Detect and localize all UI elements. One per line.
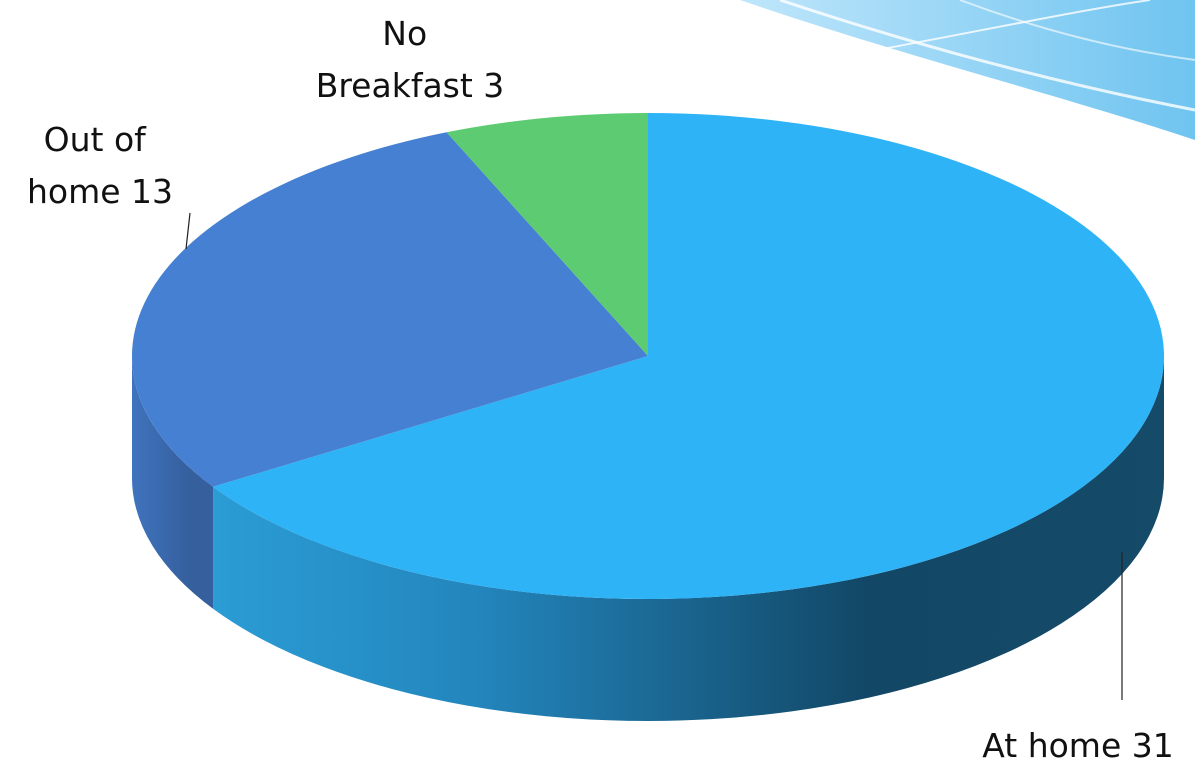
slice-at-home — [213, 113, 1165, 599]
slice-no-breakfast — [446, 113, 648, 356]
slice-out-of-home-side — [132, 356, 214, 609]
label-at-home: At home 31 — [982, 726, 1173, 762]
pie-side-walls — [132, 356, 1164, 721]
leader-line-out-of-home — [185, 212, 191, 250]
pie-slices — [132, 113, 1165, 599]
label-out-of-home: Out of home 13 — [27, 120, 173, 211]
slice-out-of-home — [132, 132, 648, 487]
decorative-wave — [740, 0, 1195, 140]
label-no-breakfast: No Breakfast 3 — [316, 14, 505, 105]
slice-at-home-side — [213, 356, 1164, 721]
